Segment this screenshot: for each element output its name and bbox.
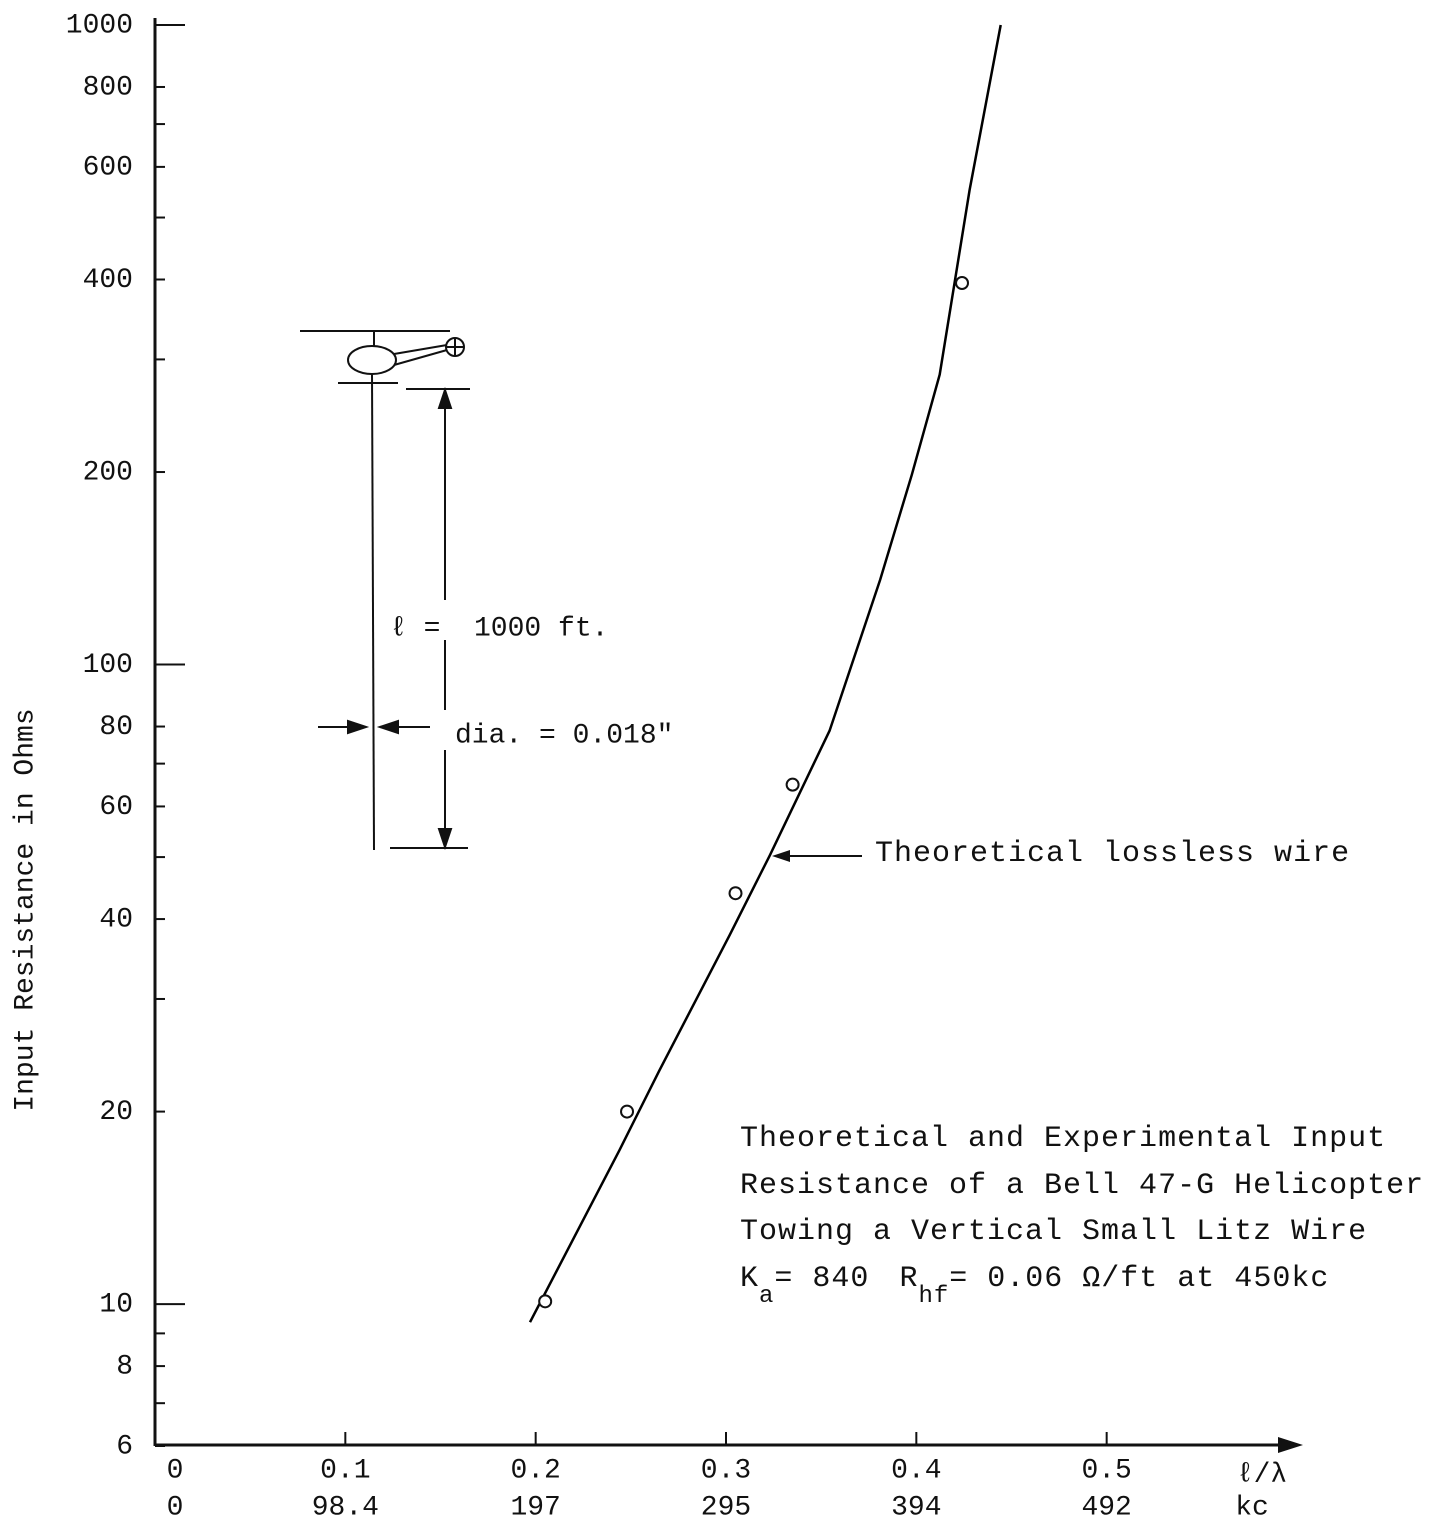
x-axis-arrow — [1278, 1437, 1303, 1453]
formula-part: = 0.06 Ω/ft at 450kc — [949, 1262, 1329, 1296]
y-tick-label: 6 — [116, 1431, 133, 1462]
y-tick-label: 1000 — [66, 10, 133, 41]
diagram-gap — [430, 600, 448, 640]
measured-point — [955, 275, 970, 290]
y-axis-label: Input Resistance in Ohms — [10, 708, 41, 1111]
y-tick-label: 60 — [99, 792, 133, 823]
x-tick-label: 0.3 — [701, 1455, 751, 1486]
x-tick-label: 0 — [167, 1455, 184, 1486]
formula-part: K — [740, 1262, 759, 1296]
formula-part: hf — [918, 1283, 949, 1310]
formula-part: a — [759, 1283, 774, 1310]
measured-point — [620, 1104, 635, 1119]
formula-part: R — [899, 1262, 918, 1296]
x2-tick-label: 197 — [510, 1492, 560, 1523]
y-tick-label: 200 — [83, 457, 133, 488]
measured-point — [538, 1294, 553, 1309]
caption: Theoretical and Experimental Input — [740, 1122, 1386, 1156]
length-value: 1000 ft. — [474, 613, 608, 644]
x2-axis-label: kc — [1235, 1492, 1269, 1523]
x2-tick-label: 98.4 — [312, 1492, 379, 1523]
x2-tick-label: 492 — [1081, 1492, 1131, 1523]
x2-tick-label: 295 — [701, 1492, 751, 1523]
y-tick-label: 8 — [116, 1351, 133, 1382]
annotation-arrowhead — [772, 850, 790, 862]
x2-tick-label: 0 — [167, 1492, 184, 1523]
series-line — [528, 24, 1002, 1323]
series-annotation: Theoretical lossless wire — [875, 837, 1350, 871]
caption: Towing a Vertical Small Litz Wire — [740, 1215, 1367, 1249]
formula-part: = 840 — [774, 1262, 869, 1296]
x-axis-label: ℓ/λ — [1237, 1459, 1287, 1490]
y-tick-label: 600 — [83, 152, 133, 183]
y-tick-label: 400 — [83, 265, 133, 296]
formula: Ka= 840 Rhf= 0.06 Ω/ft at 450kc — [740, 1262, 1329, 1310]
x-tick-label: 0.2 — [510, 1455, 560, 1486]
diagram-gap — [430, 710, 448, 750]
y-tick-label: 10 — [99, 1290, 133, 1321]
y-tick-label: 20 — [99, 1097, 133, 1128]
measured-point — [785, 777, 800, 792]
x-tick-label: 0.5 — [1081, 1455, 1131, 1486]
length-symbol: ℓ = — [390, 613, 440, 644]
x-tick-label: 0.4 — [891, 1455, 941, 1486]
y-tick-label: 100 — [83, 650, 133, 681]
caption: Resistance of a Bell 47-G Helicopter — [740, 1169, 1424, 1203]
y-tick-label: 40 — [99, 904, 133, 935]
y-tick-label: 80 — [99, 712, 133, 743]
measured-point — [728, 886, 743, 901]
diameter-label: dia. = 0.018" — [455, 720, 673, 751]
x2-tick-label: 394 — [891, 1492, 941, 1523]
y-tick-label: 800 — [83, 72, 133, 103]
helicopter-diagram — [300, 330, 470, 851]
x-tick-label: 0.1 — [320, 1455, 370, 1486]
